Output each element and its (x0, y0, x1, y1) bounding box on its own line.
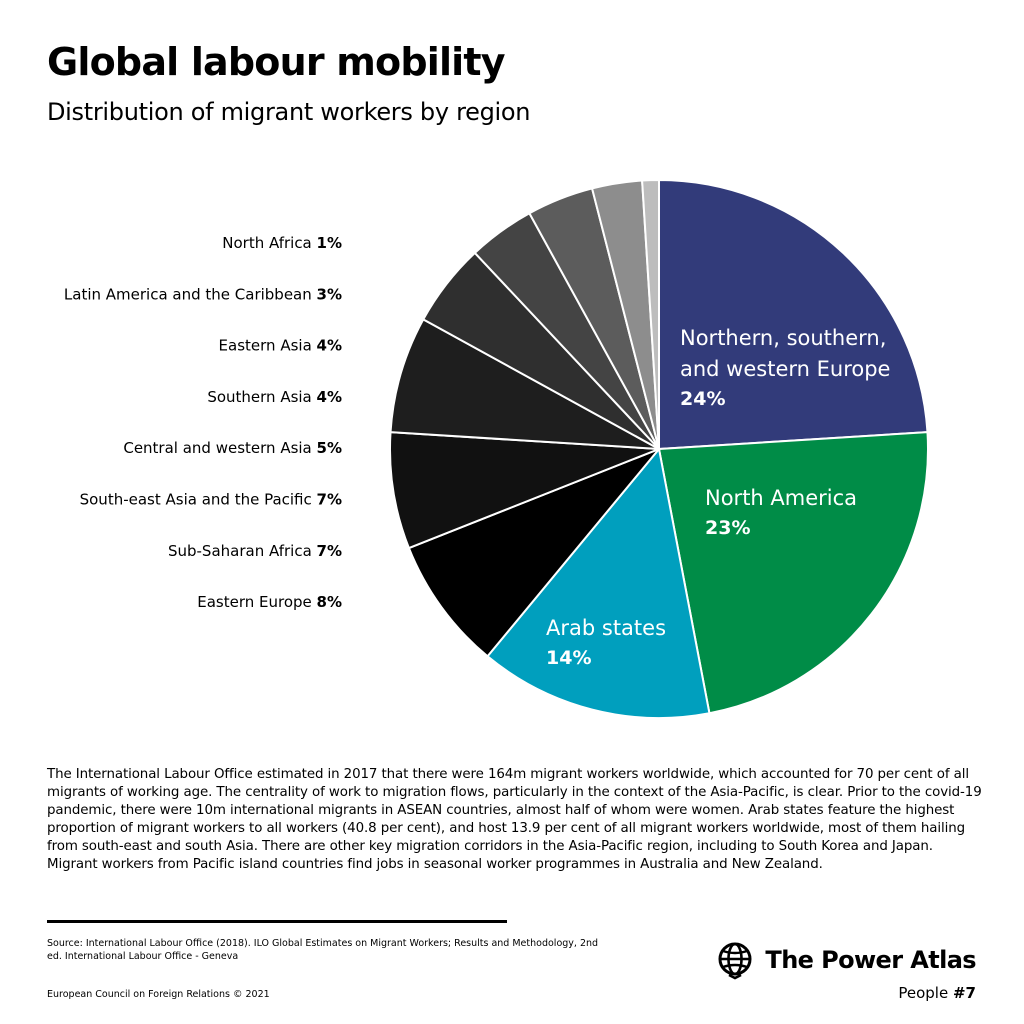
pie-slices (389, 178, 929, 719)
legend-label: Southern Asia (207, 388, 316, 406)
legend-item-latin-america-and-the-caribbean: Latin America and the Caribbean 3% (64, 285, 342, 303)
pie-slice-eastern-europe (407, 448, 660, 658)
legend-item-central-and-western-asia: Central and western Asia 5% (123, 439, 342, 457)
legend-value: 5% (317, 439, 342, 457)
slice-value-northern-southern-and-western-europe: 24% (680, 388, 725, 410)
legend-item-sub-saharan-africa: Sub-Saharan Africa 7% (168, 542, 342, 560)
legend-label: Eastern Asia (219, 337, 317, 355)
legend-label: Central and western Asia (123, 439, 316, 457)
source-note: Source: International Labour Office (201… (47, 938, 599, 962)
pie-legend: North Africa 1% Latin America and the Car… (64, 234, 342, 611)
slice-value-arab-states: 14% (546, 647, 591, 669)
slice-label-arab-states: Arab states (546, 616, 666, 640)
legend-value: 4% (317, 337, 342, 355)
body-text: The International Labour Office estimate… (47, 767, 982, 872)
legend-label: South-east Asia and the Pacific (80, 491, 317, 509)
divider (47, 920, 507, 923)
series-name: People (898, 984, 949, 1002)
legend-value: 4% (317, 388, 342, 406)
slice-label-northern-southern-and-western-europe: Northern, southern, (680, 326, 886, 350)
globe-icon (718, 942, 752, 980)
chart-title: Global labour mobility (47, 40, 506, 84)
brand-name: The Power Atlas (765, 946, 976, 974)
legend-value: 7% (317, 542, 342, 560)
slice-label-northern-southern-and-western-europe: and western Europe (680, 357, 890, 381)
legend-label: North Africa (222, 234, 316, 252)
slice-value-north-america: 23% (705, 517, 750, 539)
chart-subtitle: Distribution of migrant workers by regio… (47, 98, 531, 126)
legend-value: 7% (317, 491, 342, 509)
legend-item-eastern-europe: Eastern Europe 8% (197, 593, 342, 611)
legend-item-north-africa: North Africa 1% (222, 234, 342, 252)
slice-label-north-america: North America (705, 486, 857, 510)
copyright: European Council on Foreign Relations © … (47, 989, 270, 1000)
pie-slice-north-africa (641, 178, 660, 450)
legend-item-eastern-asia: Eastern Asia 4% (219, 337, 342, 355)
legend-value: 3% (317, 285, 342, 303)
legend-label: Latin America and the Caribbean (64, 285, 317, 303)
legend-value: 1% (317, 234, 342, 252)
legend-item-southern-asia: Southern Asia 4% (207, 388, 342, 406)
pie-slice-northern-southern-and-western-europe (658, 179, 929, 450)
brand-logo: The Power Atlas (715, 940, 977, 980)
pie-slice-arab-states (486, 448, 711, 719)
legend-item-south-east-asia-and-the-pacific: South-east Asia and the Pacific 7% (80, 491, 342, 509)
pie-slice-sub-saharan-africa (389, 431, 660, 550)
legend-value: 8% (317, 593, 342, 611)
legend-label: Sub-Saharan Africa (168, 542, 317, 560)
series-number: #7 (952, 984, 976, 1002)
pie-chart: Northern, southern, and western Europe 24%… (64, 178, 929, 719)
pie-slice-north-america (658, 431, 929, 715)
pie-slice-south-east-asia-and-the-pacific (389, 318, 660, 450)
series-label: People #7 (898, 984, 976, 1002)
pie-slice-labels: Northern, southern, and western Europe 24%… (546, 326, 890, 669)
legend-label: Eastern Europe (197, 593, 316, 611)
